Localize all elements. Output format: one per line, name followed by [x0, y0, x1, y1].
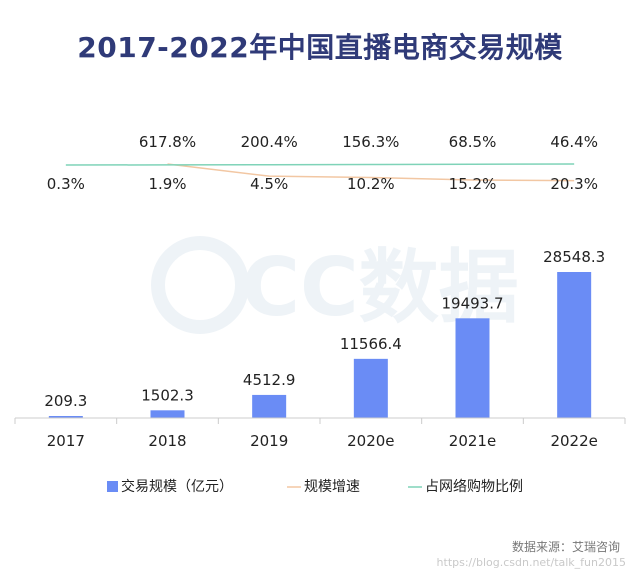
- x-tick-label-2021e: 2021e: [449, 432, 496, 450]
- growth-label-2018: 617.8%: [139, 133, 196, 151]
- share-label-2017: 0.3%: [47, 175, 85, 193]
- bar-label-2018: 1502.3: [141, 386, 194, 404]
- share-label-2018: 1.9%: [148, 175, 186, 193]
- watermark-url: https://blog.csdn.net/talk_fun2015: [436, 556, 626, 569]
- bar-2018: [150, 410, 185, 418]
- x-tick-label-2019: 2019: [250, 432, 288, 450]
- bar-2017: [48, 416, 83, 418]
- growth-line: [167, 163, 575, 182]
- share-line: [65, 163, 575, 166]
- bar-2022e: [557, 272, 592, 418]
- legend-growth-label: 规模增速: [304, 479, 360, 495]
- x-tick-label-2017: 2017: [47, 432, 85, 450]
- bar-label-2020e: 11566.4: [340, 335, 402, 353]
- chart-title: 2017-2022年中国直播电商交易规模: [77, 31, 563, 64]
- growth-label-2019: 200.4%: [241, 133, 298, 151]
- legend-bar-label: 交易规模（亿元）: [121, 478, 233, 495]
- growth-label-2020e: 156.3%: [342, 133, 399, 151]
- bar-label-2022e: 28548.3: [543, 248, 605, 266]
- share-label-2019: 4.5%: [250, 175, 288, 193]
- share-label-2021e: 15.2%: [449, 175, 497, 193]
- x-tick-label-2018: 2018: [148, 432, 186, 450]
- bar-label-2017: 209.3: [44, 392, 87, 410]
- x-tick-label-2020e: 2020e: [347, 432, 394, 450]
- bar-2020e: [353, 358, 388, 418]
- bar-label-2019: 4512.9: [243, 371, 296, 389]
- growth-label-2022e: 46.4%: [550, 133, 598, 151]
- bar-2019: [252, 394, 287, 418]
- legend-share-label: 占网络购物比例: [425, 479, 523, 495]
- watermark-logo-icon: [151, 236, 249, 334]
- data-source: 数据来源：艾瑞咨询: [511, 540, 620, 554]
- share-label-2020e: 10.2%: [347, 175, 395, 193]
- share-label-2022e: 20.3%: [550, 175, 598, 193]
- bar-label-2021e: 19493.7: [441, 294, 503, 312]
- x-tick-label-2022e: 2022e: [550, 432, 597, 450]
- legend-bar-swatch: [107, 481, 118, 492]
- bar-2021e: [455, 318, 490, 418]
- growth-label-2021e: 68.5%: [449, 133, 497, 151]
